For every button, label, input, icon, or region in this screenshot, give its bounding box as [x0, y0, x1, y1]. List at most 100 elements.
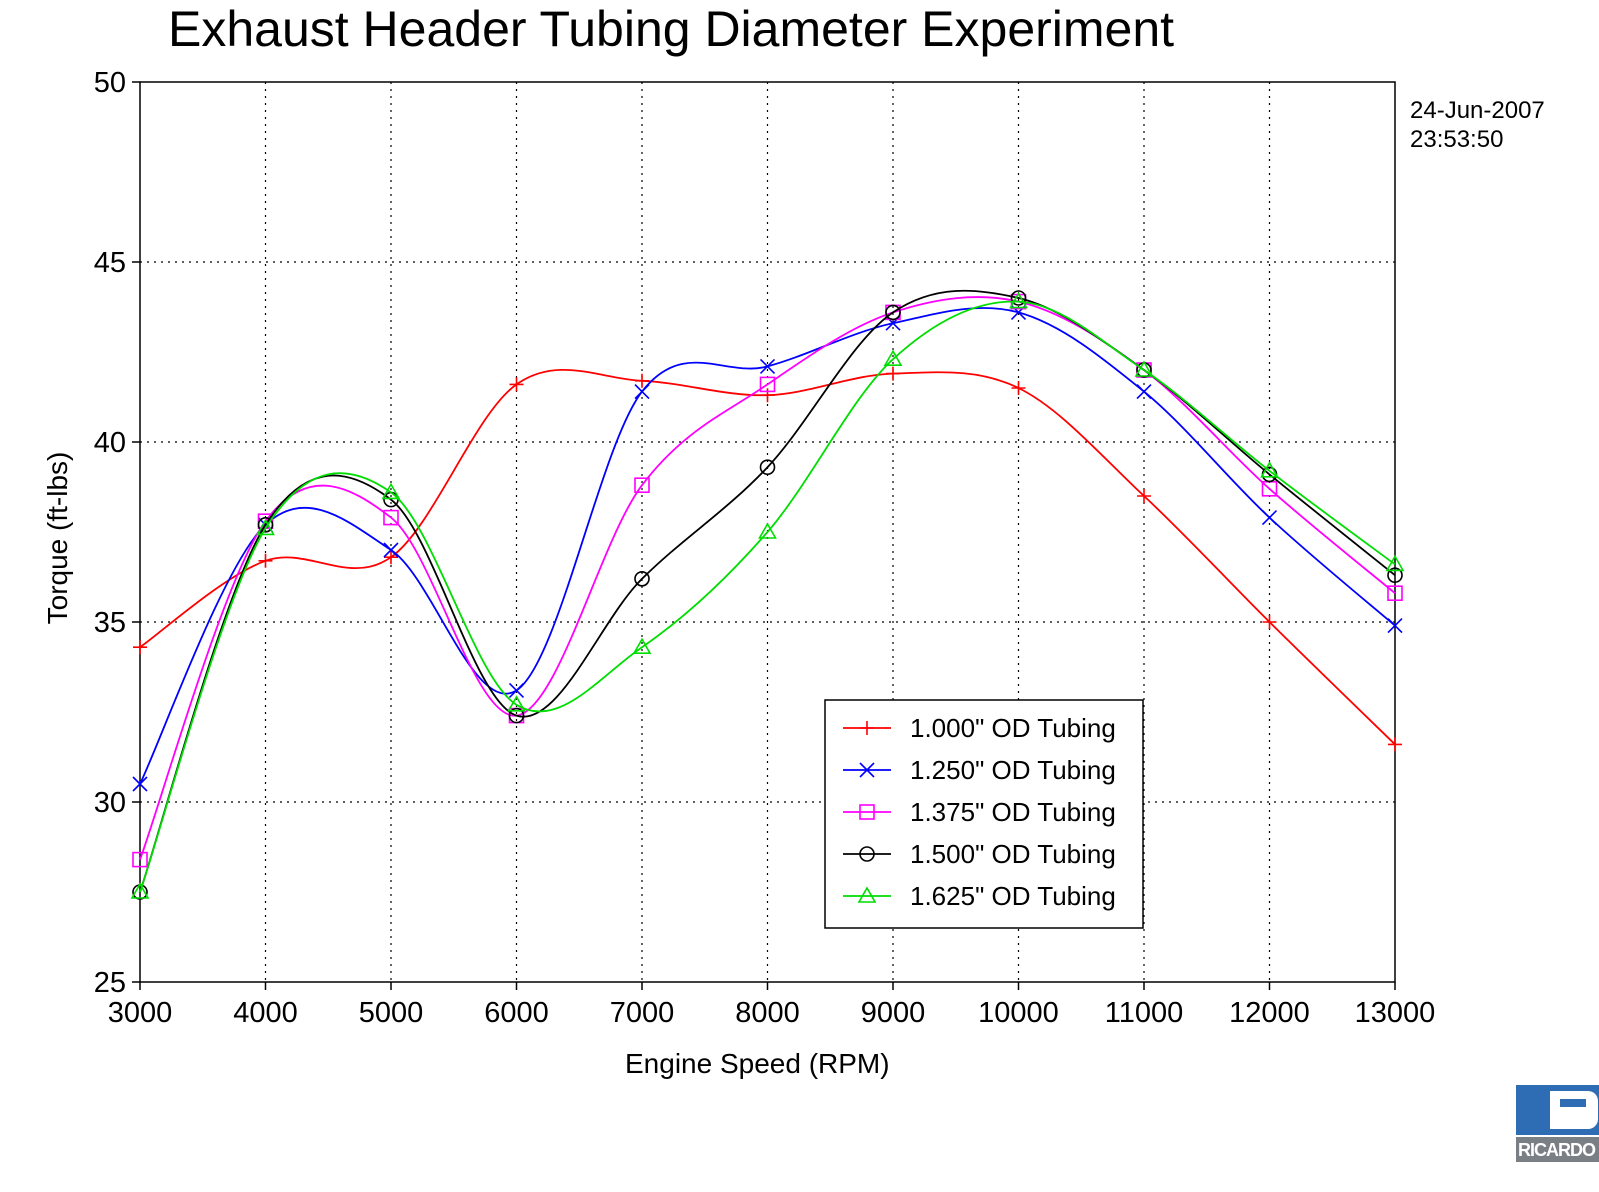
y-tick-label: 45 — [94, 247, 126, 279]
legend-label: 1.625" OD Tubing — [910, 881, 1116, 911]
data-point — [383, 542, 399, 558]
data-point — [1262, 615, 1277, 629]
square-marker — [132, 851, 148, 868]
data-point — [1009, 291, 1028, 309]
square-marker — [759, 376, 776, 393]
triangle-marker — [1134, 360, 1154, 377]
data-point — [257, 516, 274, 533]
data-point — [256, 518, 275, 536]
data-point — [509, 377, 524, 392]
data-point — [885, 304, 901, 321]
triangle-marker — [507, 695, 526, 712]
timestamp: 24-Jun-2007 23:53:50 — [1410, 96, 1545, 154]
x-marker — [859, 762, 875, 778]
y-tick-label: 30 — [94, 787, 126, 819]
data-point — [130, 882, 150, 899]
data-point — [857, 886, 877, 903]
data-point — [1387, 618, 1403, 634]
series-2 — [132, 304, 1403, 792]
data-point — [1137, 489, 1151, 503]
x-tick-label: 12000 — [1229, 997, 1310, 1029]
data-point — [635, 373, 649, 388]
plus-marker — [760, 388, 775, 403]
triangle-marker — [256, 518, 275, 536]
data-point — [860, 721, 874, 735]
x-tick-label: 11000 — [1105, 997, 1184, 1029]
logo-text: RICARDO — [1518, 1140, 1596, 1160]
circle-marker — [759, 459, 776, 476]
data-point — [634, 570, 650, 587]
data-point — [758, 522, 777, 539]
triangle-marker — [857, 886, 877, 903]
data-point — [258, 553, 273, 568]
timestamp-date: 24-Jun-2007 — [1410, 97, 1545, 124]
x-marker — [132, 776, 148, 792]
legend-label: 1.000" OD Tubing — [910, 713, 1116, 743]
series-line — [139, 289, 1396, 893]
plus-marker — [1011, 381, 1026, 395]
x-marker — [1136, 384, 1152, 400]
circle-marker — [859, 846, 875, 862]
legend-item: 1.375" OD Tubing — [843, 797, 1116, 827]
data-point — [1385, 554, 1405, 572]
legend-label: 1.250" OD Tubing — [910, 755, 1116, 785]
data-point — [508, 707, 525, 724]
triangle-marker — [758, 522, 777, 539]
plus-marker — [1137, 489, 1151, 503]
square-marker — [383, 509, 399, 526]
x-tick-label: 13000 — [1355, 997, 1436, 1029]
plus-marker — [384, 550, 398, 565]
circle-marker — [1010, 290, 1027, 306]
data-point — [886, 366, 900, 381]
timestamp-time: 23:53:50 — [1410, 126, 1504, 153]
data-point — [1387, 585, 1403, 602]
data-point — [381, 482, 401, 500]
x-marker — [383, 542, 399, 558]
data-point — [859, 804, 875, 820]
y-tick-label: 35 — [94, 607, 126, 639]
triangle-marker — [1385, 554, 1405, 572]
data-point — [132, 851, 148, 868]
plus-marker — [1262, 615, 1277, 629]
data-point — [632, 637, 652, 654]
x-marker — [1387, 618, 1403, 634]
plus-marker — [1388, 737, 1402, 752]
x-marker — [508, 682, 525, 698]
chart-title: Exhaust Header Tubing Diameter Experimen… — [168, 1, 1175, 57]
data-point — [634, 384, 650, 400]
square-marker — [859, 804, 875, 820]
circle-marker — [257, 516, 274, 533]
legend: 1.000" OD Tubing 1.250" OD Tubing 1.375" O… — [824, 699, 1144, 929]
x-tick-label: 6000 — [484, 997, 549, 1029]
x-marker — [1261, 510, 1278, 526]
plus-marker — [635, 373, 649, 388]
x-tick-label: 3000 — [108, 997, 173, 1029]
data-point — [1136, 384, 1152, 400]
x-axis-label: Engine Speed (RPM) — [625, 1048, 890, 1079]
data-point — [133, 640, 147, 655]
data-point — [1010, 290, 1027, 306]
data-point — [132, 776, 148, 792]
square-marker — [1387, 585, 1403, 602]
data-point — [1260, 461, 1279, 478]
triangle-marker — [1009, 291, 1028, 309]
data-point — [759, 376, 776, 393]
circle-marker — [508, 707, 525, 724]
data-point — [383, 509, 399, 526]
data-point — [1011, 381, 1026, 395]
legend-box — [824, 699, 1144, 929]
legend-label: 1.375" OD Tubing — [910, 797, 1116, 827]
data-point — [759, 459, 776, 476]
data-point — [507, 695, 526, 712]
plus-marker — [509, 377, 524, 392]
triangle-marker — [381, 482, 401, 500]
circle-marker — [885, 304, 901, 321]
x-tick-label: 7000 — [610, 997, 675, 1029]
legend-label: 1.500" OD Tubing — [910, 839, 1116, 869]
triangle-marker — [130, 882, 150, 899]
x-tick-label: 8000 — [735, 997, 800, 1029]
series-line — [139, 300, 1396, 893]
series-5 — [130, 291, 1405, 899]
data-point — [634, 477, 650, 494]
legend-item: 1.625" OD Tubing — [843, 881, 1116, 911]
